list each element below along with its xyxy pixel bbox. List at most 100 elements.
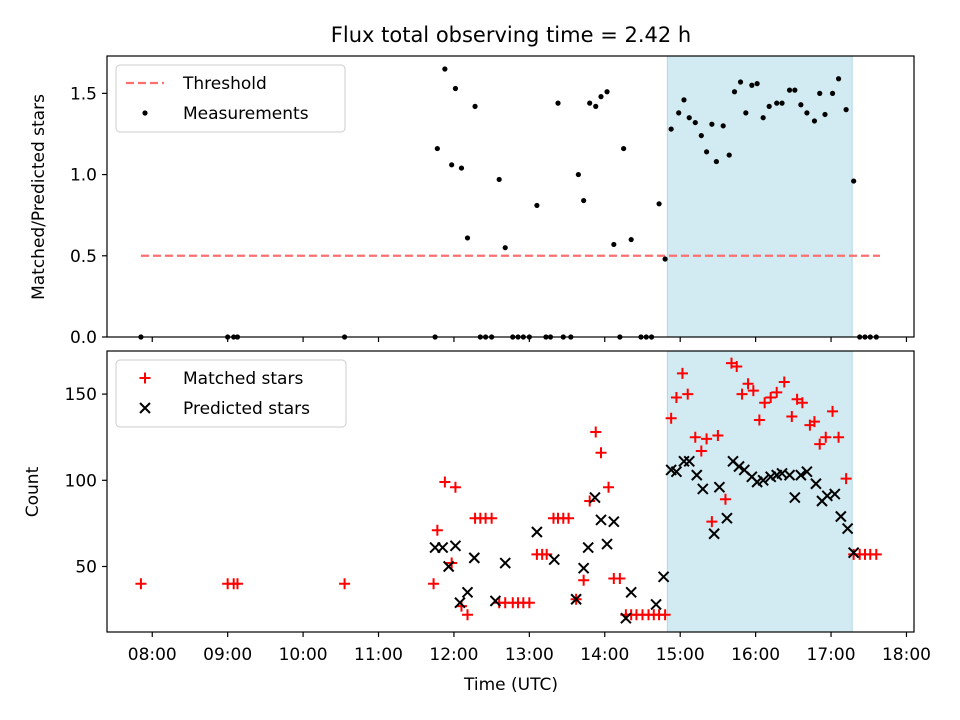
matched-star-point — [135, 578, 147, 590]
measurement-point — [628, 236, 634, 243]
x-tick-label: 11:00 — [354, 645, 403, 665]
bottom-shaded-region — [666, 350, 853, 633]
predicted-star-point — [582, 541, 594, 554]
matched-star-point — [590, 426, 602, 438]
top-axes-frame — [106, 55, 915, 338]
predicted-star-point — [801, 465, 813, 478]
matched-star-point — [486, 512, 498, 524]
matched-star-point — [731, 361, 743, 373]
measurement-point — [804, 110, 810, 116]
measurement-point — [434, 145, 440, 152]
bottom-y-tick-label: 100 — [65, 471, 97, 491]
matched-star-point — [523, 597, 535, 609]
x-tick-label: 14:00 — [580, 645, 629, 665]
measurement-point — [464, 235, 471, 241]
top-panel: 0.0 0.5 1.0 1.5 Threshold Measurements — [70, 55, 915, 348]
predicted-star-point — [783, 469, 796, 481]
measurement-point — [458, 165, 465, 171]
predicted-star-point — [683, 455, 695, 468]
matched-star-point — [870, 548, 882, 560]
measurement-point — [555, 100, 561, 106]
measurement-point — [713, 158, 719, 165]
predicted-star-point — [841, 522, 854, 535]
x-tick-label: 09:00 — [203, 645, 252, 665]
x-tick-label: 10:00 — [279, 645, 328, 665]
matched-star-point — [747, 385, 759, 397]
predicted-star-point — [468, 552, 481, 564]
legend-measurement-swatch — [142, 110, 148, 116]
top-legend-box — [115, 64, 346, 133]
measurement-point — [709, 121, 715, 127]
matched-star-point — [706, 516, 718, 528]
predicted-star-point — [795, 469, 807, 481]
measurement-point — [749, 82, 755, 88]
predicted-star-point — [625, 586, 637, 599]
measurement-point — [811, 118, 818, 124]
measurement-point — [575, 171, 581, 178]
measurement-point — [835, 76, 842, 82]
predicted-star-point — [620, 612, 632, 624]
matched-star-point — [449, 481, 461, 493]
measurement-point — [851, 178, 857, 184]
matched-star-point — [753, 414, 765, 426]
matched-star-point — [428, 578, 440, 590]
predicted-star-point — [733, 460, 745, 473]
predicted-star-point — [829, 488, 841, 500]
matched-star-point — [786, 411, 798, 423]
predicted-star-point — [548, 553, 560, 566]
predicted-star-point — [789, 491, 801, 504]
measurement-point — [792, 87, 798, 93]
predicted-star-point — [670, 465, 683, 478]
predicted-star-point — [810, 478, 822, 490]
measurement-point — [686, 115, 692, 121]
measurement-point — [766, 103, 772, 109]
bottom-legend-label: Matched stars — [183, 369, 303, 389]
measurement-point — [534, 202, 540, 209]
measurement-point — [496, 176, 502, 183]
bottom-y-tick-label: 50 — [75, 557, 97, 577]
measurement-point — [829, 90, 836, 96]
matched-star-point — [712, 429, 724, 441]
top-legend: Threshold Measurements — [115, 64, 346, 133]
measurement-point — [472, 103, 478, 109]
matched-star-point — [578, 574, 590, 586]
matched-star-point — [439, 476, 451, 488]
measurement-point — [786, 87, 793, 93]
matched-star-point — [765, 392, 777, 404]
x-tick-label: 15:00 — [656, 645, 705, 665]
matched-star-point — [670, 392, 682, 404]
measurement-point — [737, 79, 744, 85]
predicted-star-point — [847, 546, 860, 559]
predicted-star-point — [570, 593, 582, 605]
x-tick-label: 12:00 — [429, 645, 478, 665]
chart-title: Flux total observing time = 2.42 h — [331, 23, 691, 47]
measurement-point — [656, 201, 662, 207]
measurement-point — [822, 111, 828, 118]
measurement-point — [662, 256, 668, 262]
x-tick-label: 08:00 — [128, 645, 177, 665]
matched-star-point — [827, 405, 839, 417]
matched-star-point — [719, 493, 731, 505]
measurement-point — [731, 89, 738, 95]
predicted-star-point — [697, 483, 709, 495]
measurement-point — [581, 197, 587, 204]
measurement-point — [621, 145, 627, 152]
predicted-star-point — [442, 560, 455, 573]
measurement-point — [760, 115, 766, 121]
x-tick-label: 18:00 — [882, 645, 931, 665]
measurement-point — [502, 245, 508, 251]
top-legend-label: Measurements — [183, 104, 309, 124]
matched-star-point — [695, 445, 707, 457]
matched-star-point — [689, 431, 701, 443]
predicted-star-point — [531, 526, 543, 538]
measurement-point — [843, 107, 849, 113]
bottom-legend: Matched stars Predicted stars — [115, 359, 347, 428]
matched-star-point — [808, 416, 820, 428]
matched-star-point — [462, 609, 474, 621]
bottom-panel: 50 100 150 08:00 09:00 10:00 11:00 12:00 13:00 14… — [65, 350, 931, 665]
predicted-star-point — [589, 491, 601, 504]
predicted-star-point — [499, 557, 511, 569]
predicted-star-point — [608, 515, 620, 528]
matched-star-point — [614, 573, 626, 585]
matched-star-point — [231, 578, 243, 590]
